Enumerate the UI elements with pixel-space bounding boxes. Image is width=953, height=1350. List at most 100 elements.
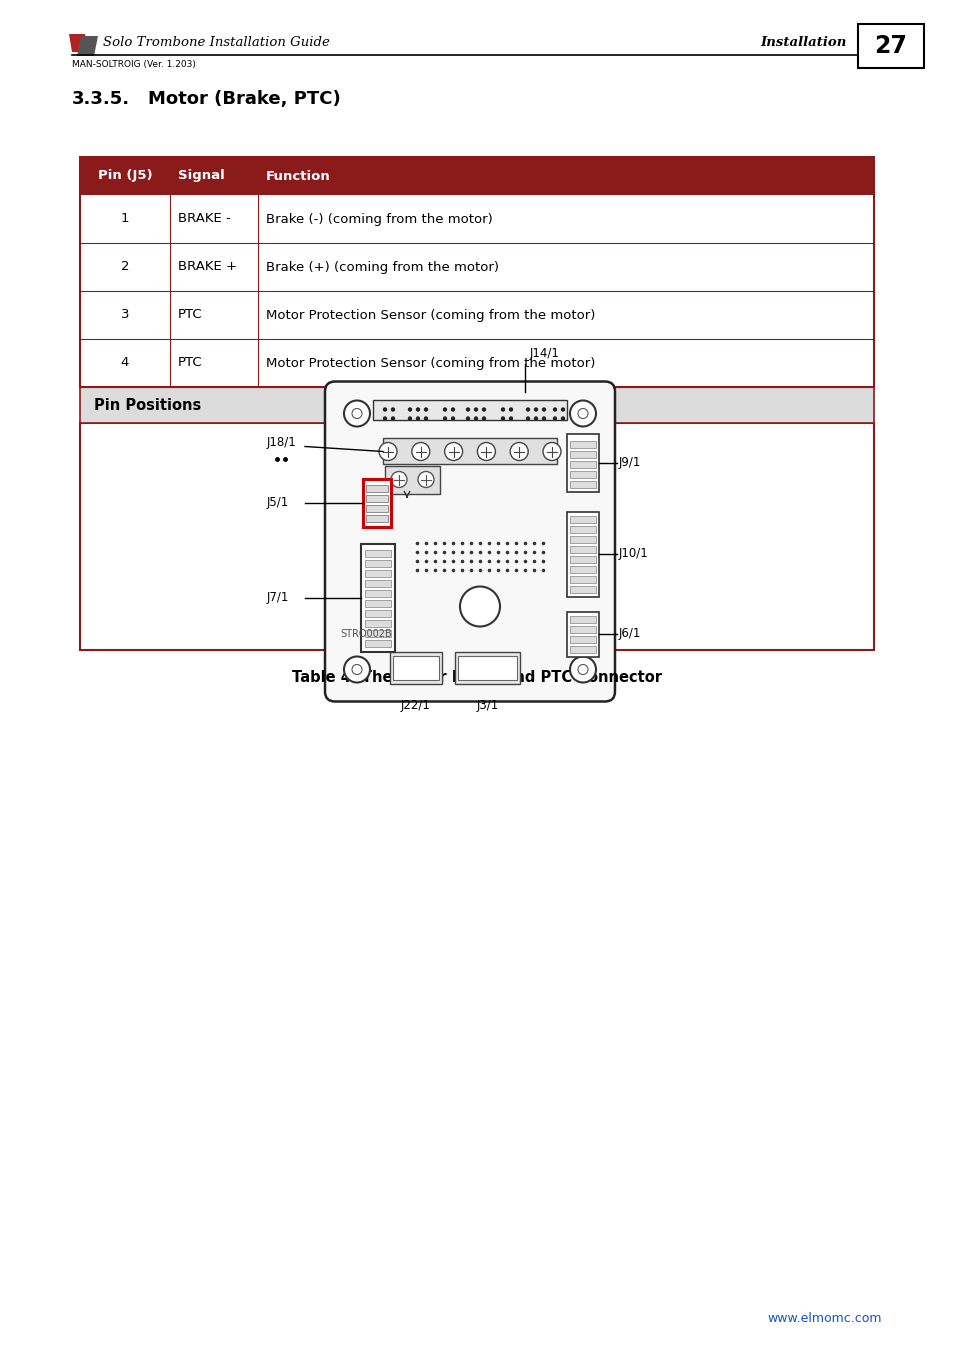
Circle shape <box>487 551 491 555</box>
Circle shape <box>442 560 446 563</box>
Circle shape <box>451 408 455 412</box>
Bar <box>457 656 517 679</box>
Circle shape <box>416 416 419 421</box>
Circle shape <box>532 541 536 545</box>
Circle shape <box>423 416 428 421</box>
Circle shape <box>478 551 482 555</box>
Bar <box>569 636 596 643</box>
Circle shape <box>508 408 513 412</box>
Circle shape <box>478 560 482 563</box>
Bar <box>569 555 596 563</box>
Bar <box>569 616 596 622</box>
Circle shape <box>534 408 537 412</box>
Bar <box>366 514 388 521</box>
Circle shape <box>416 408 419 412</box>
Circle shape <box>487 560 491 563</box>
Bar <box>569 575 596 582</box>
Bar <box>857 24 923 68</box>
Bar <box>569 525 596 532</box>
Circle shape <box>391 408 395 412</box>
Bar <box>365 629 391 636</box>
Bar <box>366 494 388 501</box>
Circle shape <box>523 551 527 555</box>
Bar <box>365 599 391 606</box>
Text: J7/1: J7/1 <box>267 591 289 603</box>
Circle shape <box>352 409 361 418</box>
Text: J5/1: J5/1 <box>267 495 289 509</box>
Text: STRO002B: STRO002B <box>339 629 392 639</box>
Circle shape <box>451 416 455 421</box>
Circle shape <box>578 664 587 675</box>
Text: J14/1: J14/1 <box>530 347 559 359</box>
FancyBboxPatch shape <box>325 382 615 702</box>
Circle shape <box>515 551 517 555</box>
Circle shape <box>460 551 464 555</box>
Circle shape <box>424 568 428 572</box>
Circle shape <box>505 568 509 572</box>
Circle shape <box>505 541 509 545</box>
Circle shape <box>391 416 395 421</box>
Bar <box>365 640 391 647</box>
Bar <box>365 579 391 586</box>
Circle shape <box>525 416 530 421</box>
Bar <box>365 590 391 597</box>
Circle shape <box>541 408 546 412</box>
Circle shape <box>416 568 419 572</box>
Circle shape <box>523 541 527 545</box>
Text: 3.3.5.: 3.3.5. <box>71 90 130 108</box>
Bar <box>569 625 596 633</box>
Circle shape <box>515 568 517 572</box>
Circle shape <box>508 416 513 421</box>
Circle shape <box>417 471 434 487</box>
Circle shape <box>382 416 387 421</box>
Bar <box>390 652 441 683</box>
Bar <box>385 466 439 494</box>
Bar <box>80 339 873 387</box>
Circle shape <box>444 443 462 460</box>
Circle shape <box>500 408 505 412</box>
Bar <box>566 433 598 491</box>
Text: Motor (Brake, PTC): Motor (Brake, PTC) <box>148 90 340 108</box>
Bar <box>365 570 391 576</box>
Text: Brake (-) (coming from the motor): Brake (-) (coming from the motor) <box>266 212 493 225</box>
Circle shape <box>465 416 470 421</box>
Circle shape <box>497 568 499 572</box>
Circle shape <box>497 551 499 555</box>
Circle shape <box>352 664 361 675</box>
Text: 1: 1 <box>121 212 129 225</box>
Text: MAN-SOLTROIG (Ver. 1.203): MAN-SOLTROIG (Ver. 1.203) <box>71 59 195 69</box>
Text: PTC: PTC <box>178 309 202 321</box>
Circle shape <box>541 551 545 555</box>
Bar <box>569 516 596 522</box>
Circle shape <box>532 551 536 555</box>
Circle shape <box>442 408 447 412</box>
Text: Installation: Installation <box>760 36 845 50</box>
Circle shape <box>382 408 387 412</box>
Circle shape <box>434 568 436 572</box>
Circle shape <box>541 416 546 421</box>
Circle shape <box>423 408 428 412</box>
Circle shape <box>481 408 486 412</box>
Text: Pin (J5): Pin (J5) <box>97 170 152 182</box>
Circle shape <box>407 408 412 412</box>
Text: J10/1: J10/1 <box>618 548 648 560</box>
Bar <box>566 512 598 597</box>
Bar <box>365 620 391 626</box>
Circle shape <box>481 416 486 421</box>
Text: Table 4: The Motor Brake and PTC Connector: Table 4: The Motor Brake and PTC Connect… <box>292 671 661 686</box>
Circle shape <box>465 408 470 412</box>
Circle shape <box>497 560 499 563</box>
Text: Motor Protection Sensor (coming from the motor): Motor Protection Sensor (coming from the… <box>266 356 595 370</box>
Bar <box>569 481 596 487</box>
Bar <box>569 451 596 458</box>
Circle shape <box>487 541 491 545</box>
Polygon shape <box>77 36 98 55</box>
Circle shape <box>416 560 419 563</box>
Bar <box>566 612 598 656</box>
Circle shape <box>541 541 545 545</box>
Circle shape <box>344 401 370 427</box>
Text: Signal: Signal <box>178 170 225 182</box>
Bar <box>569 536 596 543</box>
Circle shape <box>523 560 527 563</box>
Bar <box>569 471 596 478</box>
